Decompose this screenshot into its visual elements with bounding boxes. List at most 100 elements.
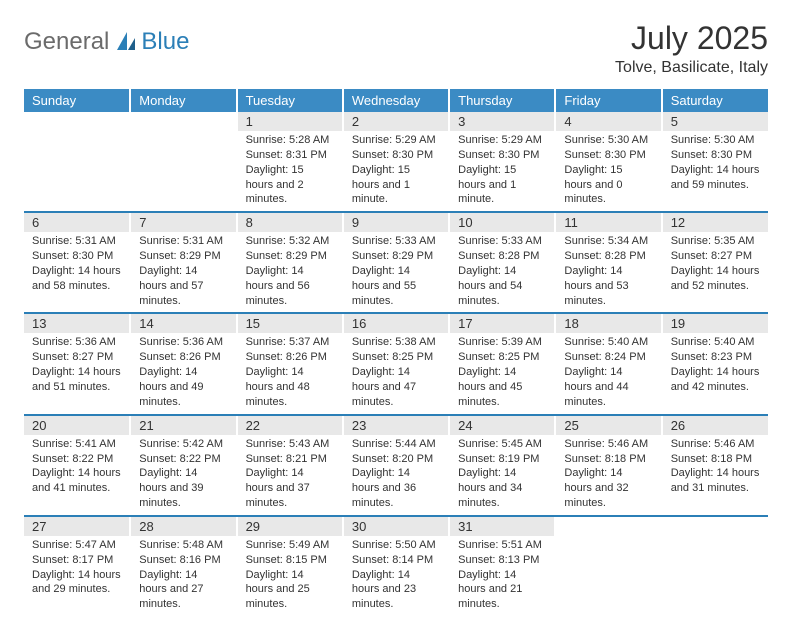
calendar-day-cell: 8Sunrise: 5:32 AMSunset: 8:29 PMDaylight…: [237, 212, 343, 313]
day-number: 16: [344, 314, 448, 333]
day-body: Sunrise: 5:39 AMSunset: 8:25 PMDaylight:…: [450, 333, 554, 413]
sunrise-text: Sunrise: 5:41 AM: [32, 437, 121, 452]
sunset-text: Sunset: 8:22 PM: [32, 452, 121, 467]
sunset-text: Sunset: 8:18 PM: [564, 452, 652, 467]
daylight-text: Daylight: 14 hours and 31 minutes.: [671, 466, 760, 496]
sunrise-text: Sunrise: 5:35 AM: [671, 234, 760, 249]
day-body: Sunrise: 5:30 AMSunset: 8:30 PMDaylight:…: [556, 131, 660, 211]
calendar-day-cell: 28Sunrise: 5:48 AMSunset: 8:16 PMDayligh…: [130, 516, 236, 616]
calendar-empty-cell: [24, 112, 130, 212]
weekday-header: Friday: [555, 89, 661, 112]
calendar-day-cell: 17Sunrise: 5:39 AMSunset: 8:25 PMDayligh…: [449, 313, 555, 414]
day-body: Sunrise: 5:40 AMSunset: 8:23 PMDaylight:…: [663, 333, 768, 398]
sunrise-text: Sunrise: 5:36 AM: [139, 335, 227, 350]
day-number: 27: [24, 517, 129, 536]
day-number: 20: [24, 416, 129, 435]
sunset-text: Sunset: 8:21 PM: [246, 452, 334, 467]
sunset-text: Sunset: 8:26 PM: [139, 350, 227, 365]
day-body: Sunrise: 5:47 AMSunset: 8:17 PMDaylight:…: [24, 536, 129, 601]
calendar-empty-cell: [662, 516, 768, 616]
sunrise-text: Sunrise: 5:50 AM: [352, 538, 440, 553]
day-body: Sunrise: 5:33 AMSunset: 8:28 PMDaylight:…: [450, 232, 554, 312]
day-number: 29: [238, 517, 342, 536]
calendar-day-cell: 21Sunrise: 5:42 AMSunset: 8:22 PMDayligh…: [130, 415, 236, 516]
daylight-text: Daylight: 14 hours and 44 minutes.: [564, 365, 652, 410]
calendar-day-cell: 18Sunrise: 5:40 AMSunset: 8:24 PMDayligh…: [555, 313, 661, 414]
sunset-text: Sunset: 8:25 PM: [458, 350, 546, 365]
sunset-text: Sunset: 8:31 PM: [246, 148, 334, 163]
day-number: 4: [556, 112, 660, 131]
day-number: 5: [663, 112, 768, 131]
brand-logo: General Blue: [24, 28, 189, 56]
calendar-day-cell: 26Sunrise: 5:46 AMSunset: 8:18 PMDayligh…: [662, 415, 768, 516]
day-number: 25: [556, 416, 660, 435]
day-number: 6: [24, 213, 129, 232]
sunrise-text: Sunrise: 5:28 AM: [246, 133, 334, 148]
day-body: Sunrise: 5:33 AMSunset: 8:29 PMDaylight:…: [344, 232, 448, 312]
day-body: Sunrise: 5:44 AMSunset: 8:20 PMDaylight:…: [344, 435, 448, 515]
sunset-text: Sunset: 8:29 PM: [352, 249, 440, 264]
daylight-text: Daylight: 15 hours and 1 minute.: [458, 163, 546, 208]
calendar-week-row: 27Sunrise: 5:47 AMSunset: 8:17 PMDayligh…: [24, 516, 768, 616]
calendar-day-cell: 25Sunrise: 5:46 AMSunset: 8:18 PMDayligh…: [555, 415, 661, 516]
calendar-day-cell: 30Sunrise: 5:50 AMSunset: 8:14 PMDayligh…: [343, 516, 449, 616]
calendar-day-cell: 27Sunrise: 5:47 AMSunset: 8:17 PMDayligh…: [24, 516, 130, 616]
sunrise-text: Sunrise: 5:47 AM: [32, 538, 121, 553]
sunrise-text: Sunrise: 5:44 AM: [352, 437, 440, 452]
calendar-empty-cell: [130, 112, 236, 212]
day-body: Sunrise: 5:36 AMSunset: 8:27 PMDaylight:…: [24, 333, 129, 398]
sunrise-text: Sunrise: 5:46 AM: [671, 437, 760, 452]
sunrise-text: Sunrise: 5:30 AM: [671, 133, 760, 148]
sunrise-text: Sunrise: 5:43 AM: [246, 437, 334, 452]
daylight-text: Daylight: 14 hours and 41 minutes.: [32, 466, 121, 496]
daylight-text: Daylight: 14 hours and 55 minutes.: [352, 264, 440, 309]
day-body: Sunrise: 5:34 AMSunset: 8:28 PMDaylight:…: [556, 232, 660, 312]
calendar-day-cell: 14Sunrise: 5:36 AMSunset: 8:26 PMDayligh…: [130, 313, 236, 414]
day-body: Sunrise: 5:41 AMSunset: 8:22 PMDaylight:…: [24, 435, 129, 500]
day-body: Sunrise: 5:48 AMSunset: 8:16 PMDaylight:…: [131, 536, 235, 616]
calendar-day-cell: 23Sunrise: 5:44 AMSunset: 8:20 PMDayligh…: [343, 415, 449, 516]
month-title: July 2025: [615, 20, 768, 57]
sunrise-text: Sunrise: 5:32 AM: [246, 234, 334, 249]
sunrise-text: Sunrise: 5:51 AM: [458, 538, 546, 553]
calendar-day-cell: 19Sunrise: 5:40 AMSunset: 8:23 PMDayligh…: [662, 313, 768, 414]
day-number: 22: [238, 416, 342, 435]
day-number: 12: [663, 213, 768, 232]
sunset-text: Sunset: 8:28 PM: [458, 249, 546, 264]
daylight-text: Daylight: 14 hours and 37 minutes.: [246, 466, 334, 511]
weekday-row: SundayMondayTuesdayWednesdayThursdayFrid…: [24, 89, 768, 112]
calendar-week-row: 1Sunrise: 5:28 AMSunset: 8:31 PMDaylight…: [24, 112, 768, 212]
calendar-table: SundayMondayTuesdayWednesdayThursdayFrid…: [24, 89, 768, 616]
brand-part2: Blue: [141, 28, 189, 56]
day-number: 8: [238, 213, 342, 232]
day-number: 23: [344, 416, 448, 435]
day-body: Sunrise: 5:51 AMSunset: 8:13 PMDaylight:…: [450, 536, 554, 616]
calendar-day-cell: 6Sunrise: 5:31 AMSunset: 8:30 PMDaylight…: [24, 212, 130, 313]
sunset-text: Sunset: 8:20 PM: [352, 452, 440, 467]
sunrise-text: Sunrise: 5:42 AM: [139, 437, 227, 452]
sunset-text: Sunset: 8:18 PM: [671, 452, 760, 467]
sunset-text: Sunset: 8:24 PM: [564, 350, 652, 365]
daylight-text: Daylight: 14 hours and 23 minutes.: [352, 568, 440, 613]
daylight-text: Daylight: 14 hours and 39 minutes.: [139, 466, 227, 511]
calendar-day-cell: 10Sunrise: 5:33 AMSunset: 8:28 PMDayligh…: [449, 212, 555, 313]
day-number: 2: [344, 112, 448, 131]
day-body: Sunrise: 5:49 AMSunset: 8:15 PMDaylight:…: [238, 536, 342, 616]
sunrise-text: Sunrise: 5:33 AM: [352, 234, 440, 249]
calendar-day-cell: 20Sunrise: 5:41 AMSunset: 8:22 PMDayligh…: [24, 415, 130, 516]
sunset-text: Sunset: 8:29 PM: [139, 249, 227, 264]
day-number: 19: [663, 314, 768, 333]
weekday-header: Thursday: [449, 89, 555, 112]
day-body: Sunrise: 5:29 AMSunset: 8:30 PMDaylight:…: [344, 131, 448, 211]
sunrise-text: Sunrise: 5:29 AM: [458, 133, 546, 148]
calendar-day-cell: 16Sunrise: 5:38 AMSunset: 8:25 PMDayligh…: [343, 313, 449, 414]
sunset-text: Sunset: 8:30 PM: [671, 148, 760, 163]
daylight-text: Daylight: 14 hours and 56 minutes.: [246, 264, 334, 309]
day-body: Sunrise: 5:42 AMSunset: 8:22 PMDaylight:…: [131, 435, 235, 515]
daylight-text: Daylight: 14 hours and 58 minutes.: [32, 264, 121, 294]
title-block: July 2025 Tolve, Basilicate, Italy: [615, 20, 768, 77]
day-number: 21: [131, 416, 235, 435]
day-number: 11: [556, 213, 660, 232]
day-body: Sunrise: 5:43 AMSunset: 8:21 PMDaylight:…: [238, 435, 342, 515]
daylight-text: Daylight: 14 hours and 57 minutes.: [139, 264, 227, 309]
